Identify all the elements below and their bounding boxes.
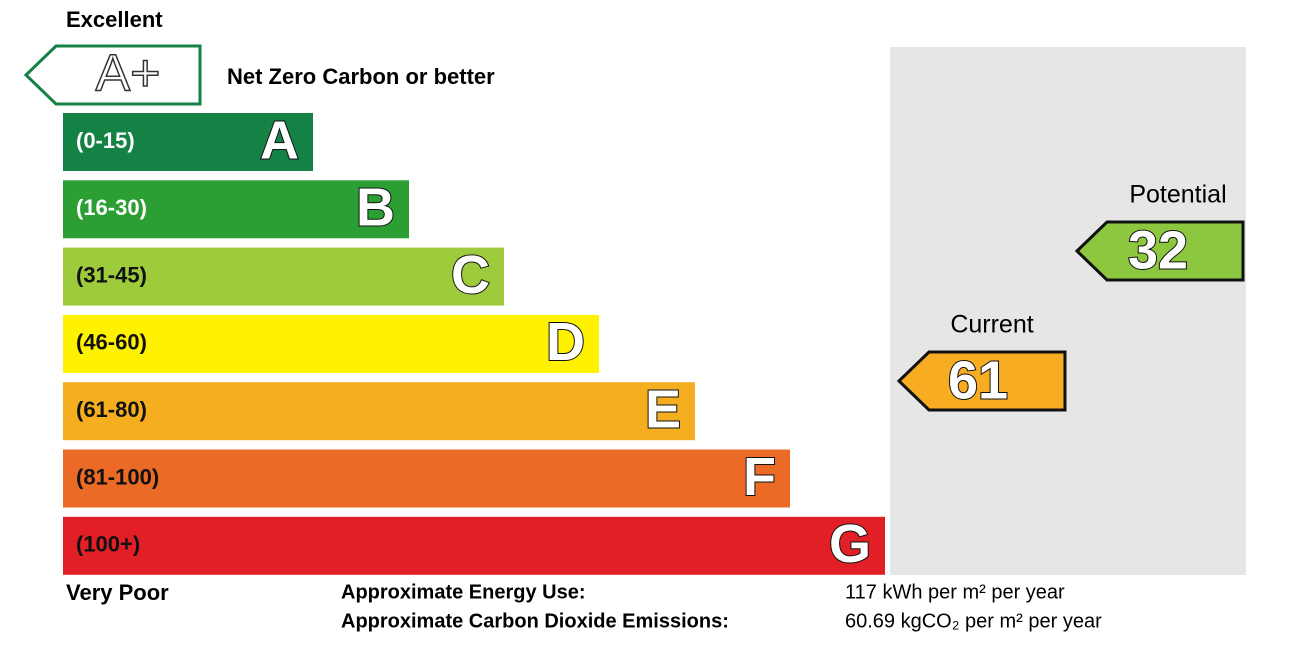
- band-range: (0-15): [76, 128, 135, 153]
- aplus-letter: A+: [95, 45, 160, 103]
- band-letter: A: [260, 110, 299, 170]
- band-bar: [63, 113, 313, 171]
- band-range: (16-30): [76, 195, 147, 220]
- potential-value: 32: [1128, 220, 1188, 280]
- band-bar: [63, 382, 695, 441]
- band-letter: D: [546, 312, 585, 372]
- aplus-label: Net Zero Carbon or better: [227, 64, 495, 89]
- band-bar: [63, 516, 885, 575]
- energy-value: 117 kWh per m² per year: [845, 581, 1065, 603]
- band-range: (81-100): [76, 464, 159, 489]
- potential-label: Potential: [1129, 181, 1226, 209]
- aplus-arrow: [23, 44, 202, 106]
- band-bar: [63, 314, 599, 373]
- bottom-label: Very Poor: [66, 580, 169, 605]
- emissions-label: Approximate Carbon Dioxide Emissions:: [341, 610, 729, 632]
- band-bar: [63, 449, 790, 508]
- band-letter: B: [356, 178, 395, 238]
- band-range: (31-45): [76, 262, 147, 287]
- band-bar: [63, 180, 409, 239]
- band-range: (46-60): [76, 330, 147, 355]
- band-range: (100+): [76, 532, 140, 557]
- rating-panel: [890, 47, 1246, 575]
- band-range: (61-80): [76, 397, 147, 422]
- potential-arrow: [1074, 220, 1245, 282]
- energy-label: Approximate Energy Use:: [341, 581, 586, 603]
- current-label: Current: [950, 311, 1033, 339]
- band-letter: E: [645, 379, 681, 439]
- band-bar: [63, 247, 504, 306]
- band-letter: F: [743, 447, 776, 507]
- current-arrow: [896, 350, 1067, 412]
- band-letter: C: [451, 245, 490, 305]
- emissions-value: 60.69 kgCO₂ per m² per year: [845, 610, 1102, 632]
- top-label: Excellent: [66, 7, 163, 32]
- current-value: 61: [948, 350, 1008, 410]
- band-letter: G: [829, 514, 871, 574]
